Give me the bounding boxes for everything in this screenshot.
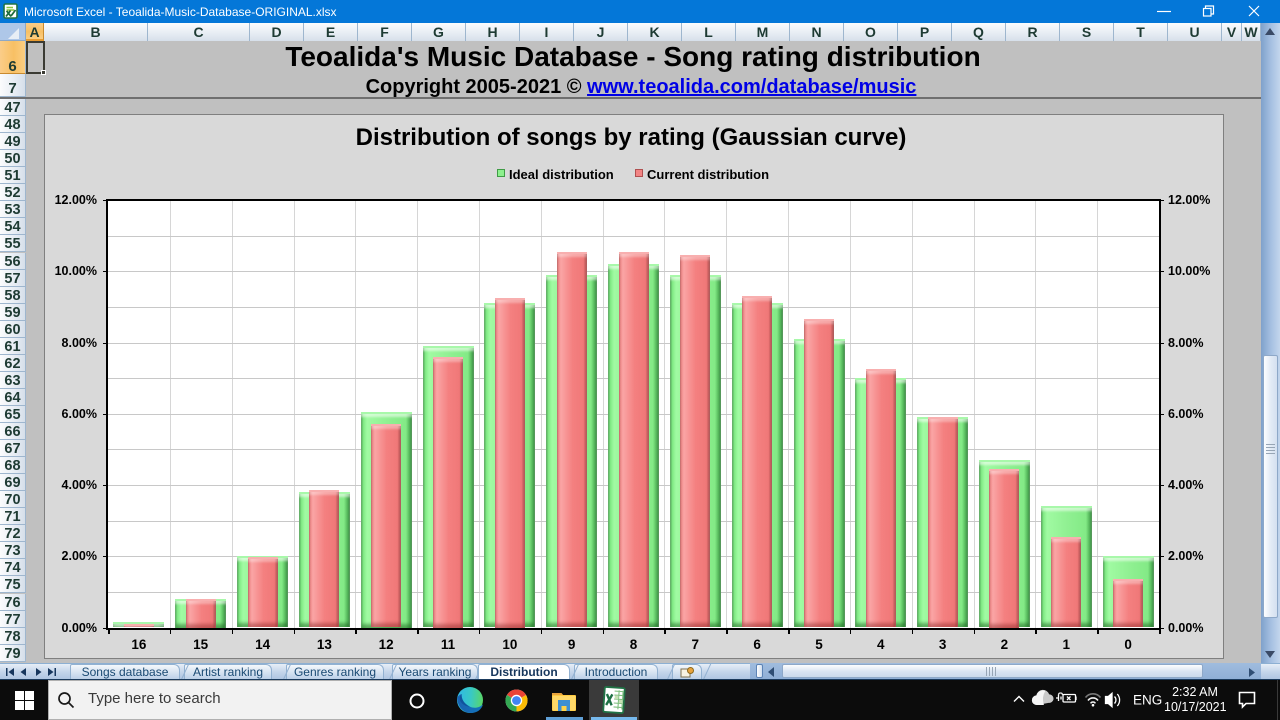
svg-text:ENG: ENG (1133, 693, 1162, 708)
